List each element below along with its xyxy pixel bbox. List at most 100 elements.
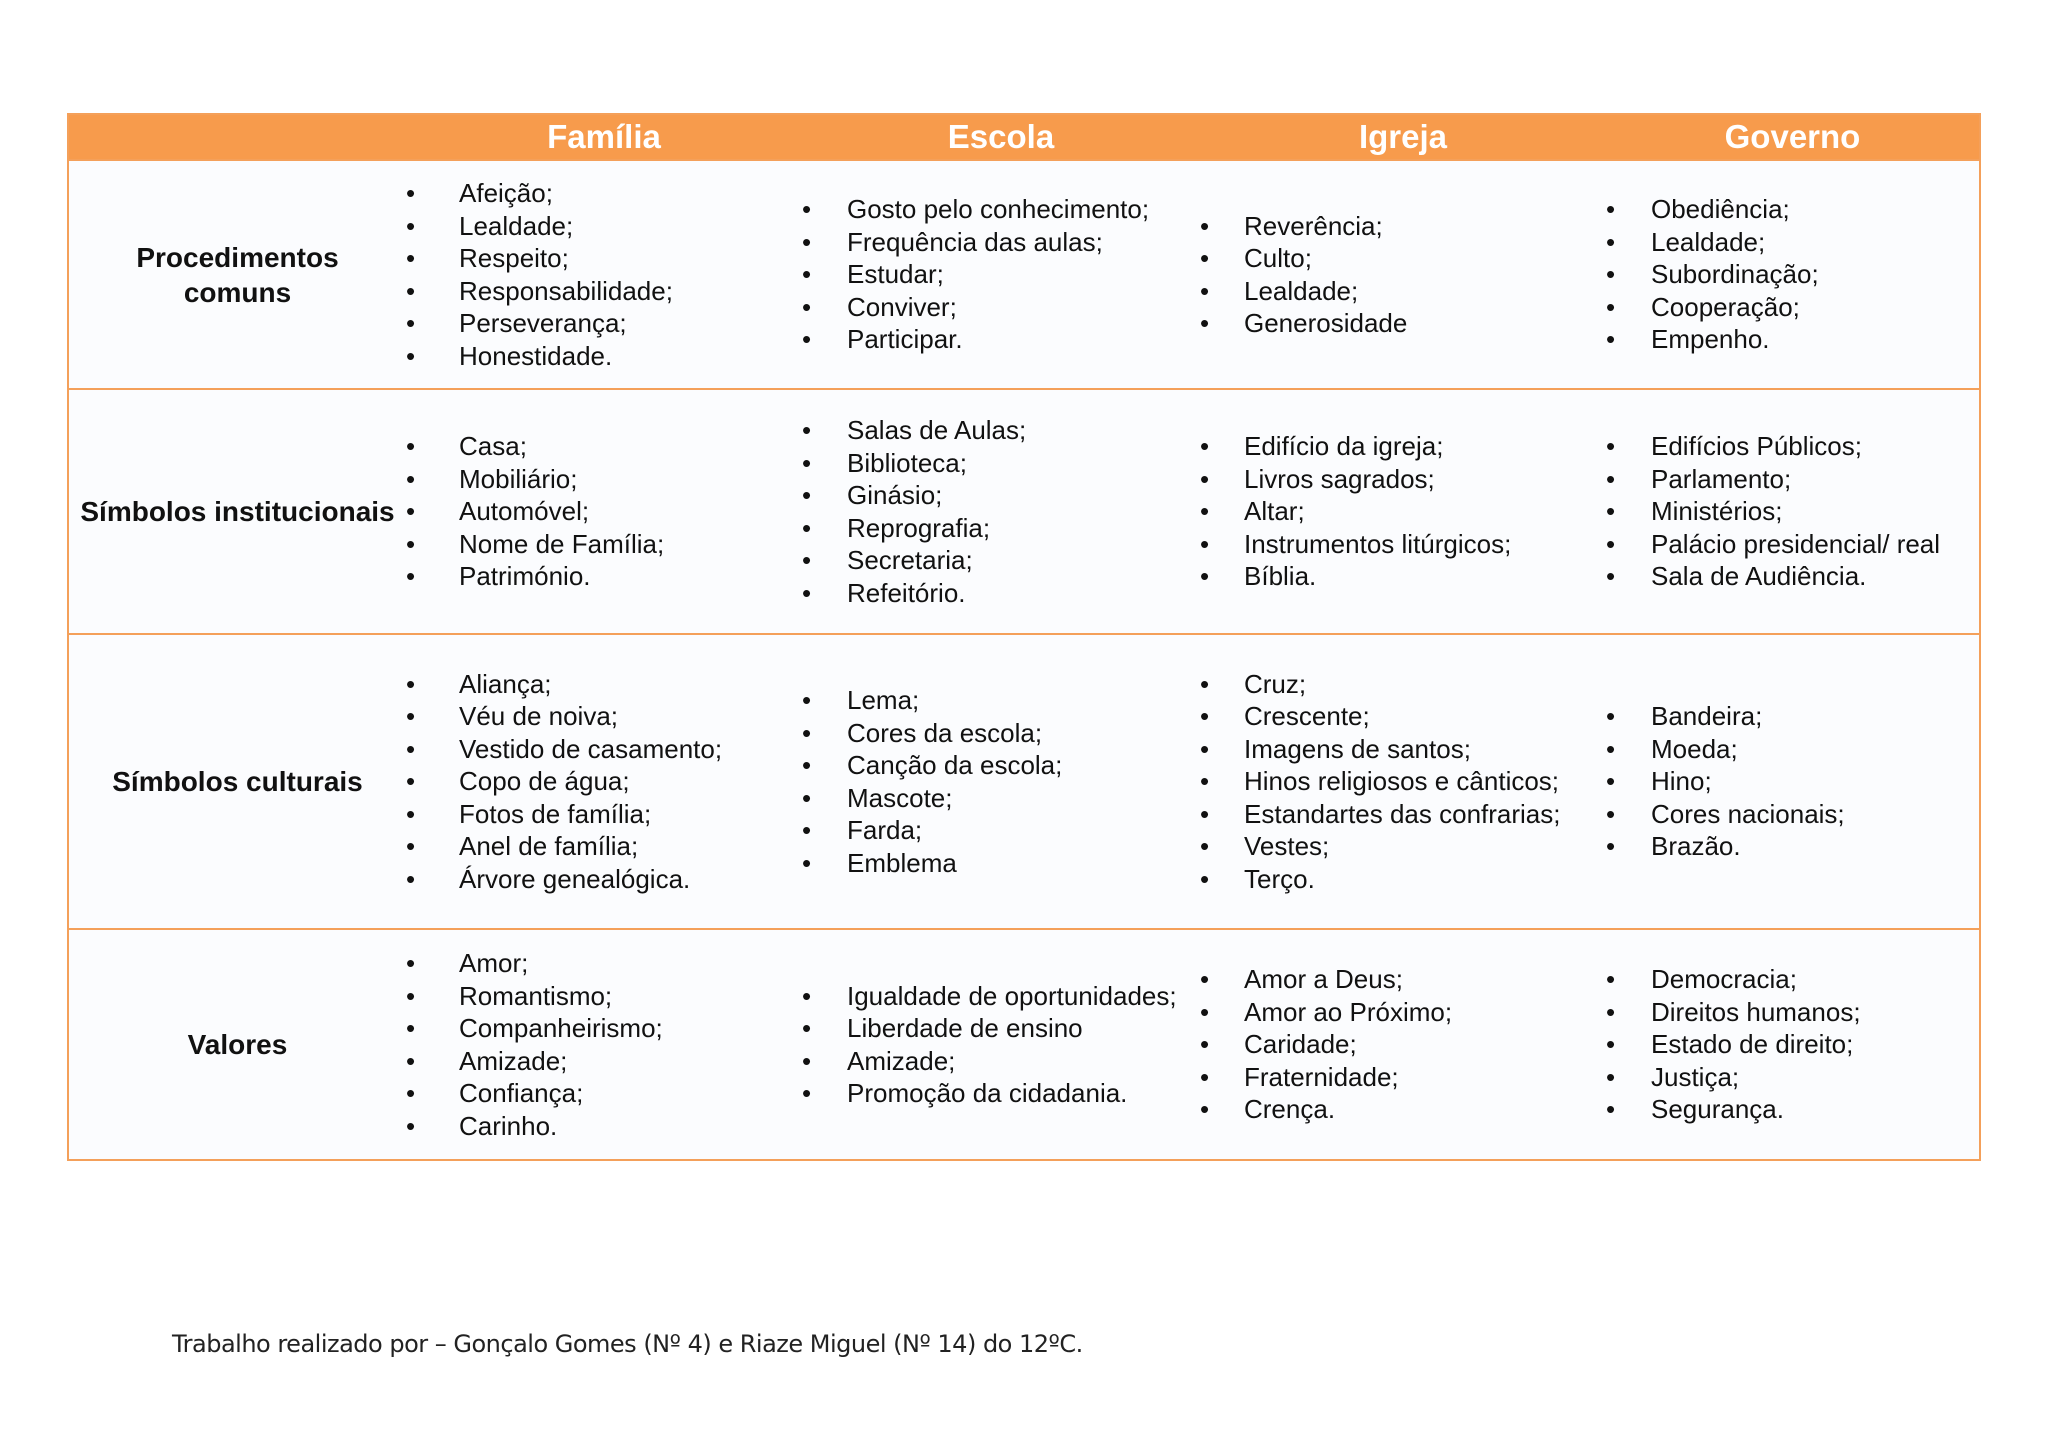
list-item: Companheirismo; [406, 1012, 802, 1045]
cell-igreja: Amor a Deus; Amor ao Próximo;Caridade; F… [1200, 930, 1606, 1159]
cell-escola: Salas de Aulas;Biblioteca;Ginásio;Reprog… [802, 390, 1200, 633]
list-item: Estado de direito; [1606, 1028, 1979, 1061]
list-item: Frequência das aulas; [802, 226, 1200, 259]
header-igreja: Igreja [1358, 118, 1448, 155]
cell-igreja: Cruz;Crescente;Imagens de santos;Hinos r… [1200, 635, 1606, 928]
header-empty [69, 115, 406, 159]
row-label: Procedimentos comuns [136, 241, 339, 308]
footer-credits: Trabalho realizado por – Gonçalo Gomes (… [172, 1330, 1083, 1358]
list-item: Generosidade [1200, 307, 1606, 340]
list-item: Lealdade; [1606, 226, 1979, 259]
list-item: Reverência; [1200, 210, 1606, 243]
list-item: Secretaria; [802, 544, 1200, 577]
list-item: Honestidade. [406, 340, 802, 373]
row-simbolos-culturais: Símbolos culturais Aliança;Véu de noiva;V… [69, 635, 1979, 930]
bullet-list: Salas de Aulas;Biblioteca;Ginásio;Reprog… [802, 414, 1200, 609]
list-item: Edifício da igreja; [1200, 430, 1606, 463]
list-item: Romantismo; [406, 980, 802, 1013]
list-item: Caridade; [1200, 1028, 1606, 1061]
list-item: Sala de Audiência. [1606, 560, 1979, 593]
list-item: Copo de água; [406, 765, 802, 798]
bullet-list: Reverência;Culto;Lealdade;Generosidade [1200, 210, 1606, 340]
list-item: Salas de Aulas; [802, 414, 1200, 447]
list-item: Crescente; [1200, 700, 1606, 733]
cell-governo: Democracia; Direitos humanos; Estado de … [1606, 930, 1979, 1159]
table-header: Família Escola Igreja Governo [69, 115, 1979, 161]
list-item: Vestido de casamento; [406, 733, 802, 766]
list-item: Estudar; [802, 258, 1200, 291]
list-item: Bandeira; [1606, 700, 1979, 733]
list-item: Vestes; [1200, 830, 1606, 863]
list-item: Promoção da cidadania. [802, 1077, 1200, 1110]
list-item: Estandartes das confrarias; [1200, 798, 1606, 831]
bullet-list: Obediência;Lealdade;Subordinação;Coopera… [1606, 193, 1979, 356]
cell-igreja: Edifício da igreja;Livros sagrados; Alta… [1200, 390, 1606, 633]
bullet-list: Edifício da igreja;Livros sagrados; Alta… [1200, 430, 1606, 593]
cell-governo: Obediência;Lealdade;Subordinação;Coopera… [1606, 161, 1979, 388]
list-item: Fotos de família; [406, 798, 802, 831]
cell-governo: Edifícios Públicos;Parlamento;Ministério… [1606, 390, 1979, 633]
list-item: Amor a Deus; [1200, 963, 1606, 996]
cell-familia: Casa;Mobiliário;Automóvel;Nome de Famíli… [406, 390, 802, 633]
list-item: Aliança; [406, 668, 802, 701]
list-item: Lema; [802, 684, 1200, 717]
bullet-list: Democracia; Direitos humanos; Estado de … [1606, 963, 1979, 1126]
list-item: Amizade; [802, 1045, 1200, 1078]
list-item: Canção da escola; [802, 749, 1200, 782]
header-governo: Governo [1724, 118, 1861, 155]
list-item: Biblioteca; [802, 447, 1200, 480]
row-valores: Valores Amor;Romantismo;Companheirismo;Am… [69, 930, 1979, 1159]
list-item: Reprografia; [802, 512, 1200, 545]
list-item: Livros sagrados; [1200, 463, 1606, 496]
list-item: Democracia; [1606, 963, 1979, 996]
list-item: Crença. [1200, 1093, 1606, 1126]
bullet-list: Aliança;Véu de noiva;Vestido de casament… [406, 668, 802, 896]
list-item: Responsabilidade; [406, 275, 802, 308]
list-item: Gosto pelo conhecimento; [802, 193, 1200, 226]
header-familia: Família [547, 118, 661, 155]
cell-familia: Amor;Romantismo;Companheirismo;Amizade;C… [406, 930, 802, 1159]
list-item: Lealdade; [1200, 275, 1606, 308]
list-item: Culto; [1200, 242, 1606, 275]
row-label: Símbolos institucionais [80, 496, 395, 527]
bullet-list: Amor a Deus; Amor ao Próximo;Caridade; F… [1200, 963, 1606, 1126]
list-item: Participar. [802, 323, 1200, 356]
list-item: Terço. [1200, 863, 1606, 896]
list-item: Segurança. [1606, 1093, 1979, 1126]
list-item: Afeição; [406, 177, 802, 210]
list-item: Moeda; [1606, 733, 1979, 766]
list-item: Emblema [802, 847, 1200, 880]
list-item: Árvore genealógica. [406, 863, 802, 896]
cell-escola: Gosto pelo conhecimento; Frequência das … [802, 161, 1200, 388]
list-item: Direitos humanos; [1606, 996, 1979, 1029]
bullet-list: Edifícios Públicos;Parlamento;Ministério… [1606, 430, 1979, 593]
list-item: Respeito; [406, 242, 802, 275]
row-label: Valores [187, 1029, 288, 1060]
list-item: Subordinação; [1606, 258, 1979, 291]
list-item: Justiça; [1606, 1061, 1979, 1094]
bullet-list: Lema;Cores da escola;Canção da escola;Ma… [802, 684, 1200, 879]
row-label: Símbolos culturais [112, 766, 363, 797]
bullet-list: Cruz;Crescente;Imagens de santos;Hinos r… [1200, 668, 1606, 896]
bullet-list: Igualdade de oportunidades;Liberdade de … [802, 980, 1200, 1110]
bullet-list: Amor;Romantismo;Companheirismo;Amizade;C… [406, 947, 802, 1142]
list-item: Automóvel; [406, 495, 802, 528]
list-item: Imagens de santos; [1200, 733, 1606, 766]
cell-governo: Bandeira;Moeda;Hino;Cores nacionais;Braz… [1606, 635, 1979, 928]
row-procedimentos-comuns: Procedimentos comuns Afeição; Lealdade; R… [69, 161, 1979, 390]
bullet-list: Afeição; Lealdade; Respeito; Responsabil… [406, 177, 802, 372]
list-item: Património. [406, 560, 802, 593]
list-item: Cores nacionais; [1606, 798, 1979, 831]
cell-familia: Aliança;Véu de noiva;Vestido de casament… [406, 635, 802, 928]
list-item: Cruz; [1200, 668, 1606, 701]
cell-escola: Lema;Cores da escola;Canção da escola;Ma… [802, 635, 1200, 928]
list-item: Cooperação; [1606, 291, 1979, 324]
list-item: Amizade; [406, 1045, 802, 1078]
list-item: Carinho. [406, 1110, 802, 1143]
header-escola: Escola [947, 118, 1055, 155]
list-item: Palácio presidencial/ real [1606, 528, 1979, 561]
list-item: Fraternidade; [1200, 1061, 1606, 1094]
values-table: Família Escola Igreja Governo Procedimen… [67, 113, 1981, 1161]
bullet-list: Bandeira;Moeda;Hino;Cores nacionais;Braz… [1606, 700, 1979, 863]
bullet-list: Gosto pelo conhecimento; Frequência das … [802, 193, 1200, 356]
